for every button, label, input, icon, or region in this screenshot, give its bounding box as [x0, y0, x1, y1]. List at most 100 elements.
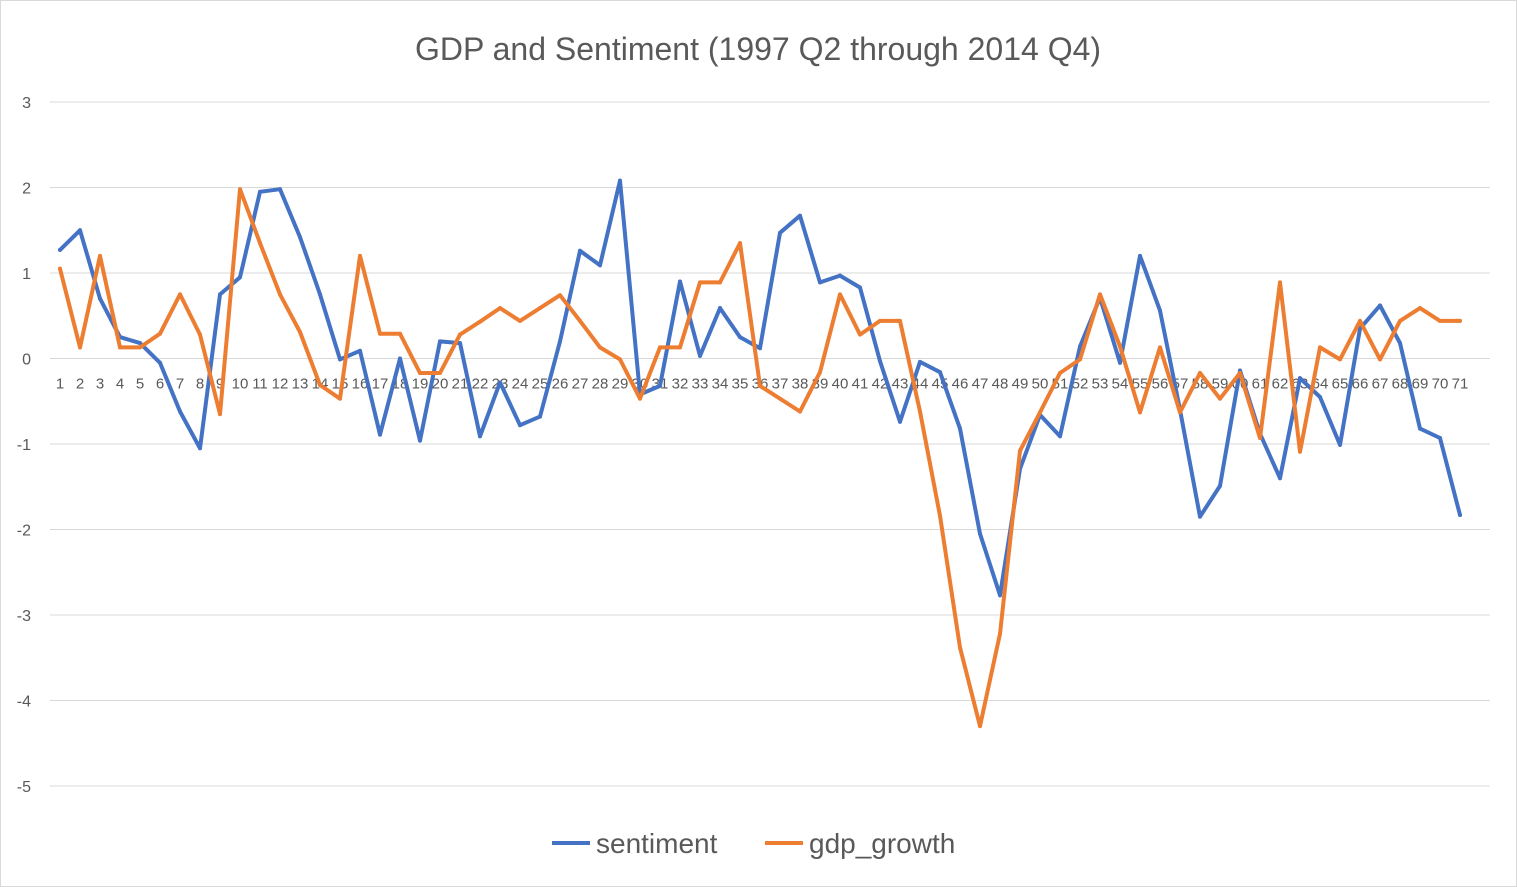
data-point-sentiment: [998, 593, 1002, 598]
data-point-sentiment: [818, 280, 822, 285]
data-point-sentiment: [1198, 514, 1202, 519]
data-point-sentiment: [1338, 442, 1342, 447]
data-point-gdp-growth: [938, 513, 942, 518]
data-point-sentiment: [938, 370, 942, 375]
data-point-gdp-growth: [1238, 371, 1242, 376]
data-point-gdp-growth: [258, 241, 262, 246]
legend: sentiment gdp_growth: [552, 828, 955, 859]
data-point-gdp-growth: [1418, 306, 1422, 311]
data-point-sentiment: [398, 356, 402, 361]
data-point-sentiment: [798, 213, 802, 218]
data-point-gdp-growth: [238, 187, 242, 192]
x-tick-label: 38: [792, 376, 809, 393]
series-line-gdp-growth: [58, 187, 1462, 729]
data-point-sentiment: [838, 273, 842, 278]
data-point-gdp-growth: [758, 383, 762, 388]
data-point-sentiment: [598, 263, 602, 268]
data-point-gdp-growth: [1318, 345, 1322, 350]
data-point-gdp-growth: [798, 409, 802, 414]
x-tick-label: 41: [852, 376, 869, 393]
data-point-gdp-growth: [278, 292, 282, 297]
x-tick-label: 69: [1412, 376, 1429, 393]
data-point-gdp-growth: [1278, 280, 1282, 285]
data-point-sentiment: [1318, 394, 1322, 399]
data-point-gdp-growth: [1118, 344, 1122, 349]
x-tick-label: 33: [692, 376, 709, 393]
x-tick-label: 16: [352, 376, 369, 393]
x-tick-label: 12: [272, 376, 289, 393]
x-tick-label: 66: [1352, 376, 1369, 393]
y-tick-label: 0: [22, 352, 31, 369]
data-point-sentiment: [878, 359, 882, 364]
x-tick-label: 3: [96, 376, 104, 393]
data-point-gdp-growth: [838, 292, 842, 297]
data-point-gdp-growth: [1198, 371, 1202, 376]
data-point-gdp-growth: [118, 345, 122, 350]
data-point-sentiment: [178, 409, 182, 414]
data-point-sentiment: [418, 438, 422, 443]
data-point-sentiment: [898, 419, 902, 424]
data-point-gdp-growth: [458, 332, 462, 337]
data-point-gdp-growth: [618, 357, 622, 362]
data-point-gdp-growth: [1358, 318, 1362, 323]
x-tick-label: 43: [892, 376, 909, 393]
data-point-gdp-growth: [1158, 345, 1162, 350]
x-tick-label: 61: [1252, 376, 1269, 393]
data-point-sentiment: [1158, 308, 1162, 313]
data-point-gdp-growth: [1338, 357, 1342, 362]
data-point-gdp-growth: [638, 396, 642, 401]
data-point-sentiment: [158, 360, 162, 365]
x-tick-label: 25: [532, 376, 549, 393]
x-tick-label: 50: [1032, 376, 1049, 393]
data-point-sentiment: [678, 279, 682, 284]
data-point-sentiment: [738, 335, 742, 340]
data-point-sentiment: [1398, 341, 1402, 346]
x-tick-label: 11: [252, 376, 268, 393]
x-tick-label: 48: [992, 376, 1009, 393]
data-point-gdp-growth: [1258, 436, 1262, 441]
x-tick-label: 8: [196, 376, 204, 393]
data-point-sentiment: [1358, 326, 1362, 331]
data-point-gdp-growth: [378, 331, 382, 336]
data-point-gdp-growth: [218, 412, 222, 417]
y-tick-label: 1: [22, 266, 31, 283]
x-tick-label: 29: [612, 376, 629, 393]
data-point-sentiment: [618, 178, 622, 183]
data-point-gdp-growth: [578, 318, 582, 323]
x-tick-label: 67: [1372, 376, 1389, 393]
legend-label-gdp-growth: gdp_growth: [809, 828, 955, 859]
data-point-sentiment: [138, 341, 142, 346]
y-tick-label: 2: [22, 181, 31, 198]
data-point-gdp-growth: [858, 332, 862, 337]
data-point-sentiment: [1218, 483, 1222, 488]
data-point-gdp-growth: [778, 396, 782, 401]
data-point-sentiment: [238, 275, 242, 280]
data-point-sentiment: [1458, 512, 1462, 517]
x-tick-label: 71: [1452, 376, 1469, 393]
x-tick-label: 55: [1132, 376, 1149, 393]
data-point-sentiment: [1078, 344, 1082, 349]
x-tick-label: 4: [116, 376, 124, 393]
chart-title: GDP and Sentiment (1997 Q2 through 2014 …: [415, 31, 1101, 67]
data-point-sentiment: [558, 339, 562, 344]
data-point-sentiment: [478, 434, 482, 439]
data-point-gdp-growth: [318, 383, 322, 388]
x-tick-label: 37: [772, 376, 789, 393]
x-tick-label: 22: [472, 376, 489, 393]
y-tick-label: -1: [17, 437, 31, 454]
x-tick-label: 13: [292, 376, 309, 393]
data-point-gdp-growth: [678, 345, 682, 350]
x-axis-tick-labels: 1234567891011121314151617181920212223242…: [56, 376, 1469, 393]
data-point-gdp-growth: [298, 329, 302, 334]
data-point-sentiment: [218, 292, 222, 297]
data-point-sentiment: [1378, 303, 1382, 308]
x-tick-label: 68: [1392, 376, 1409, 393]
data-point-gdp-growth: [518, 318, 522, 323]
x-tick-label: 70: [1432, 376, 1449, 393]
data-point-sentiment: [698, 353, 702, 358]
data-point-gdp-growth: [358, 253, 362, 258]
x-tick-label: 34: [712, 376, 729, 393]
data-point-gdp-growth: [498, 306, 502, 311]
y-tick-label: -4: [17, 694, 31, 711]
data-point-sentiment: [78, 228, 82, 233]
